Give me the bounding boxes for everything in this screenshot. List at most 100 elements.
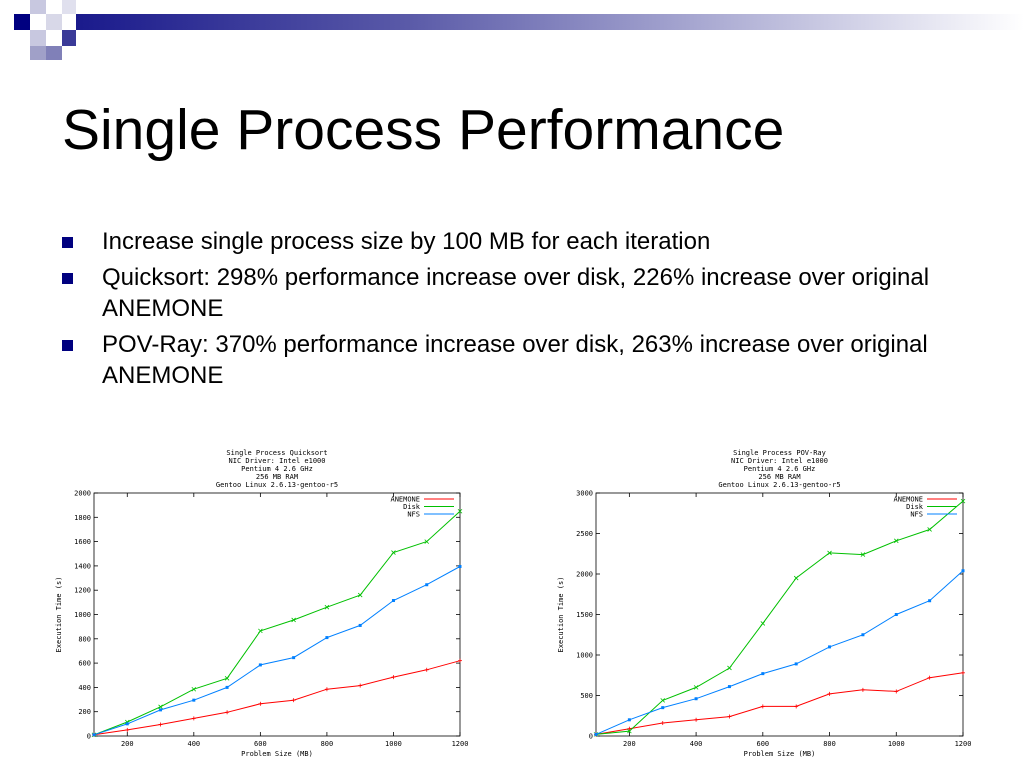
data-point-nfs <box>627 718 631 722</box>
data-point-disk <box>960 498 966 504</box>
bullet-item: Quicksort: 298% performance increase ove… <box>62 262 962 324</box>
legend-label: Disk <box>403 503 421 511</box>
data-point-disk <box>760 621 766 626</box>
bullet-square-icon <box>62 273 73 284</box>
y-tick-label: 600 <box>78 660 91 668</box>
chart-subtitle-line: Pentium 4 2.6 GHz <box>744 465 816 473</box>
x-tick-label: 1200 <box>955 740 972 748</box>
x-tick-label: 1200 <box>452 740 469 748</box>
data-point-disk <box>627 728 632 734</box>
data-point-disk <box>793 575 799 581</box>
y-tick-label: 1000 <box>576 652 593 660</box>
data-point-nfs <box>594 732 598 736</box>
series-line-anemone <box>595 672 964 735</box>
data-point-disk <box>660 698 666 703</box>
data-point-disk <box>727 665 732 671</box>
chart-subtitle-line: Gentoo Linux 2.6.13-gentoo-r5 <box>718 481 840 489</box>
data-point-anemone <box>660 721 665 726</box>
x-tick-label: 800 <box>823 740 836 748</box>
chart-subtitle-line: 256 MB RAM <box>758 473 800 481</box>
y-tick-label: 0 <box>589 733 593 741</box>
data-point-anemone <box>894 689 899 694</box>
data-point-nfs <box>458 565 462 569</box>
data-point-anemone <box>158 722 163 727</box>
y-tick-label: 0 <box>87 733 91 741</box>
decor-square <box>46 46 62 60</box>
bullet-item: POV-Ray: 370% performance increase over … <box>62 329 962 391</box>
data-point-anemone <box>191 716 196 721</box>
chart-subtitle-line: NIC Driver: Intel e1000 <box>229 457 326 465</box>
data-point-nfs <box>192 698 196 702</box>
chart-title: Single Process Quicksort <box>226 449 327 457</box>
data-point-anemone <box>760 704 765 709</box>
data-point-disk <box>191 686 197 692</box>
decor-square <box>46 14 62 30</box>
series-line-disk <box>595 500 964 735</box>
plot-frame <box>93 492 461 737</box>
chart-title: Single Process POV-Ray <box>733 449 826 457</box>
data-point-nfs <box>292 656 296 660</box>
x-tick-label: 200 <box>623 740 636 748</box>
bullet-text: POV-Ray: 370% performance increase over … <box>102 331 928 389</box>
chart-subtitle-line: 256 MB RAM <box>256 473 298 481</box>
data-point-nfs <box>661 706 665 710</box>
data-point-nfs <box>358 623 362 627</box>
data-point-anemone <box>627 726 632 731</box>
data-point-anemone <box>291 698 296 703</box>
data-point-disk <box>860 552 866 557</box>
data-point-nfs <box>694 697 698 701</box>
y-tick-label: 1500 <box>576 611 593 619</box>
data-point-disk <box>357 592 363 598</box>
y-tick-label: 1200 <box>74 587 91 595</box>
data-point-anemone <box>225 710 230 715</box>
data-point-disk <box>158 704 163 710</box>
decor-square <box>62 30 76 46</box>
decor-square <box>30 30 46 46</box>
data-point-nfs <box>425 583 429 587</box>
bullet-list: Increase single process size by 100 MB f… <box>62 226 962 396</box>
slide-title: Single Process Performance <box>62 98 785 162</box>
bullet-square-icon <box>62 237 73 248</box>
chart-subtitle-line: Pentium 4 2.6 GHz <box>241 465 313 473</box>
y-tick-label: 2000 <box>74 490 91 498</box>
data-point-anemone <box>125 727 130 732</box>
y-tick-label: 1000 <box>74 611 91 619</box>
data-point-nfs <box>794 662 798 666</box>
data-point-anemone <box>927 675 932 680</box>
header-gradient-bar <box>76 14 1024 30</box>
x-tick-label: 800 <box>321 740 334 748</box>
x-tick-label: 400 <box>690 740 703 748</box>
y-tick-label: 800 <box>78 635 91 643</box>
legend-label: Disk <box>906 503 924 511</box>
y-tick-label: 2000 <box>576 571 593 579</box>
data-point-disk <box>424 539 430 544</box>
y-tick-label: 200 <box>78 708 91 716</box>
plot-frame <box>595 492 964 737</box>
x-axis-label: Problem Size (MB) <box>241 750 313 758</box>
data-point-anemone <box>358 683 363 688</box>
data-point-anemone <box>391 675 396 680</box>
series-line-nfs <box>595 570 964 735</box>
data-point-nfs <box>861 633 865 637</box>
bullet-text: Quicksort: 298% performance increase ove… <box>102 264 930 322</box>
data-point-anemone <box>458 658 462 663</box>
data-point-disk <box>893 538 899 544</box>
decor-square <box>14 14 30 30</box>
data-point-nfs <box>727 685 731 689</box>
y-tick-label: 3000 <box>576 490 593 498</box>
data-point-disk <box>224 676 230 681</box>
series-line-anemone <box>93 660 461 736</box>
y-tick-label: 1400 <box>74 562 91 570</box>
y-tick-label: 400 <box>78 684 91 692</box>
data-point-anemone <box>794 704 799 709</box>
data-point-nfs <box>325 636 329 640</box>
data-point-anemone <box>860 687 865 692</box>
x-tick-label: 1000 <box>888 740 905 748</box>
x-tick-label: 200 <box>121 740 134 748</box>
data-point-anemone <box>694 717 699 722</box>
legend-label: ANEMONE <box>893 496 923 504</box>
bullet-square-icon <box>62 340 73 351</box>
data-point-nfs <box>828 645 832 649</box>
data-point-disk <box>391 550 396 555</box>
y-axis-label: Execution Time (s) <box>55 577 63 653</box>
